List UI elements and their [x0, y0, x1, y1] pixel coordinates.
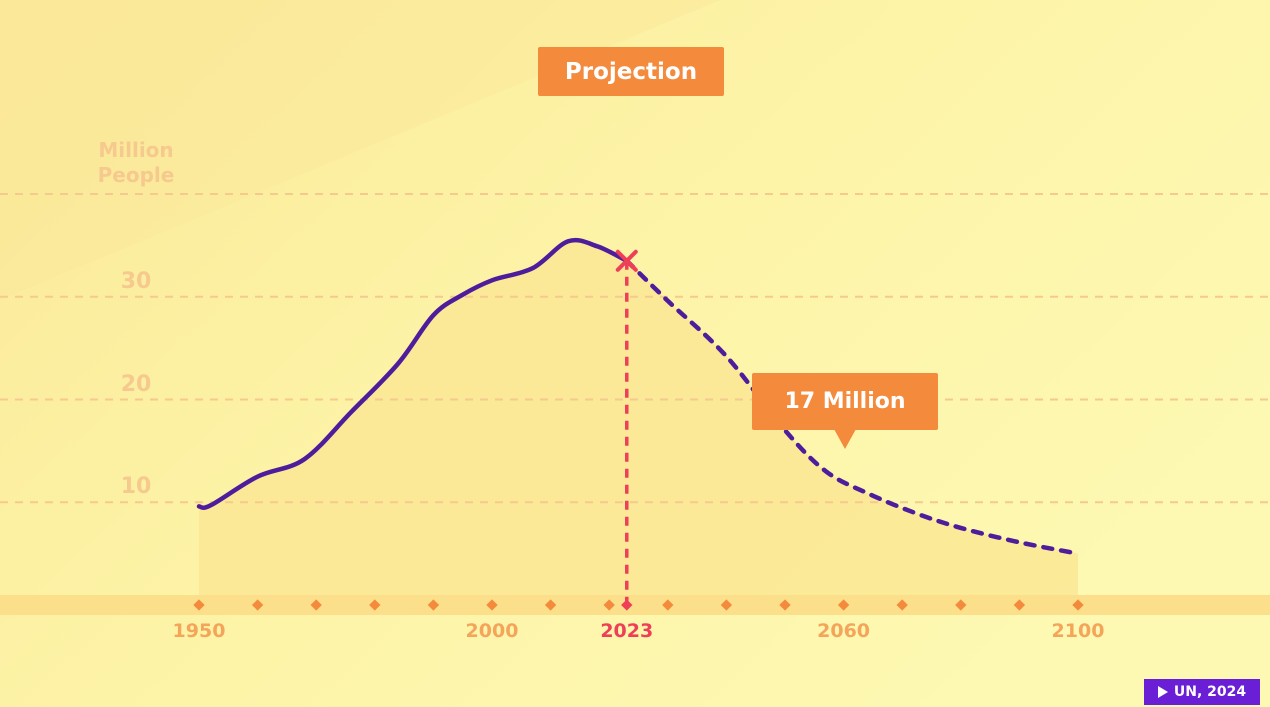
x-axis-markers	[193, 599, 1084, 611]
x-marker-2070	[896, 599, 908, 611]
callout-pointer	[834, 429, 856, 449]
y-axis-label: Million People	[97, 138, 175, 187]
source-badge[interactable]: UN, 2024	[1144, 679, 1260, 705]
source-text: UN, 2024	[1173, 684, 1247, 700]
x-marker-2090	[1013, 599, 1026, 611]
highlight-layer	[615, 249, 638, 605]
x-marker-2080	[955, 599, 967, 611]
x-marker-2100	[1072, 599, 1084, 611]
area-fill	[199, 240, 1078, 605]
x-tick-2100: 2100	[1051, 620, 1105, 642]
x-marker-2010	[544, 599, 557, 611]
axis-band	[0, 595, 1270, 615]
series-line-solid	[196, 237, 630, 511]
x-marker-1970	[310, 599, 322, 611]
x-axis-band	[0, 595, 1270, 615]
x-marker-1990	[427, 599, 440, 611]
x-marker-2040	[720, 599, 733, 611]
x-tick-2000: 2000	[465, 620, 519, 642]
x-tick-2060: 2060	[817, 620, 871, 642]
highlight-cross-b	[615, 249, 638, 272]
x-marker-1980	[369, 599, 381, 611]
x-marker-1950	[193, 599, 205, 611]
x-marker-1960	[251, 599, 264, 611]
y-tick-10: 10	[120, 474, 152, 500]
x-marker-2030	[662, 599, 674, 611]
y-tick-30: 30	[120, 268, 152, 294]
x-marker-2020	[603, 599, 615, 611]
projection-label: Projection	[538, 47, 724, 96]
x-tick-1950: 1950	[172, 620, 226, 642]
y-tick-20: 20	[120, 371, 152, 397]
play-icon	[1157, 686, 1168, 698]
x-marker-2060	[837, 599, 850, 611]
series-lines	[196, 237, 1081, 556]
series-line-dashed	[624, 258, 1081, 556]
x-marker-2000	[486, 599, 498, 611]
x-tick-2023: 2023	[600, 620, 654, 642]
callout-label: 17 Million	[752, 373, 938, 430]
x-marker-2050	[779, 599, 791, 611]
area-fill-layer	[199, 240, 1078, 605]
